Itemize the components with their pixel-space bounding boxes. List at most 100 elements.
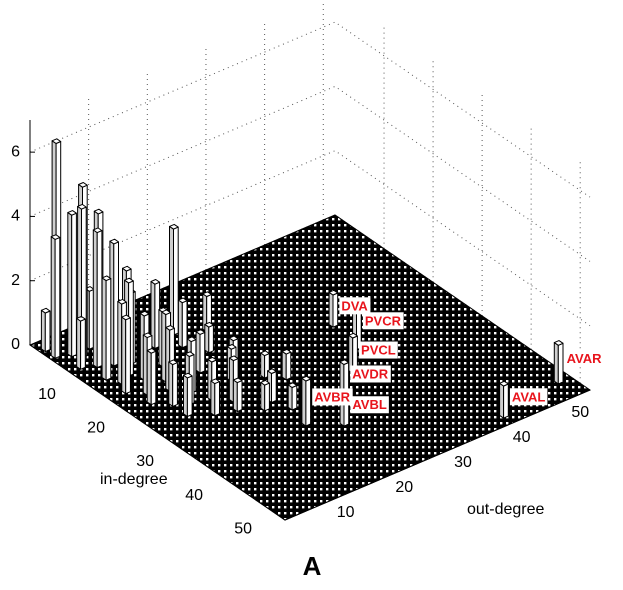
bar-face: [172, 362, 178, 407]
bar-face: [226, 344, 237, 350]
y-tick-label: 20: [395, 479, 413, 496]
bar-face: [195, 331, 201, 374]
bar-label: DVA: [341, 298, 368, 313]
bar-face: [161, 311, 167, 383]
grid-line: [29, 150, 591, 327]
bar-face: [92, 227, 103, 234]
panel-label: A: [303, 551, 322, 581]
bar-face: [125, 317, 131, 395]
bar: [177, 297, 188, 349]
bar-label: PVCR: [365, 313, 402, 328]
bar-face: [161, 309, 171, 316]
bar-face: [44, 310, 51, 353]
bar-face: [271, 371, 277, 403]
label-box: [350, 396, 389, 414]
label-box: [350, 365, 391, 383]
bar: [101, 275, 112, 381]
bar-face: [214, 381, 220, 417]
bar-face: [78, 182, 88, 188]
bar-face: [40, 309, 46, 353]
x-axis-label: in-degree: [100, 471, 168, 488]
grid-line: [29, 21, 591, 198]
bar-face: [264, 382, 270, 412]
bar-face: [232, 377, 243, 384]
bar-face: [80, 318, 86, 370]
bar-label: AVBR: [314, 389, 350, 404]
bar: [281, 348, 292, 381]
bar-face: [202, 291, 212, 297]
y-tick-label: 30: [454, 454, 472, 471]
bar-face: [503, 383, 509, 419]
bar-face: [207, 356, 217, 363]
label-box: [509, 388, 548, 406]
bar-face: [109, 238, 119, 245]
bar-face: [348, 332, 358, 339]
bar-face: [181, 300, 188, 349]
bar-face: [51, 138, 62, 144]
bar: [260, 379, 270, 412]
bar-face: [142, 334, 148, 396]
z-tick-label: 0: [11, 336, 20, 353]
bar-face: [117, 298, 127, 305]
bar-face: [332, 292, 339, 328]
bar: [150, 279, 161, 349]
y-tick-label: 50: [571, 404, 589, 421]
label-box: [362, 312, 404, 330]
bar-face: [92, 229, 98, 369]
axis-edge: [29, 344, 591, 521]
bar-face: [173, 226, 179, 336]
bar-face: [208, 324, 214, 354]
bar-face: [260, 352, 266, 379]
bar-face: [210, 380, 216, 417]
bar-label: AVBL: [352, 397, 386, 412]
bar-face: [177, 297, 188, 304]
bar-face: [168, 359, 178, 366]
bar-face: [228, 355, 239, 362]
bar-face: [186, 336, 197, 343]
bar-face: [67, 210, 77, 216]
bar: [499, 380, 509, 419]
bar-face: [71, 212, 77, 358]
bar-face: [260, 381, 266, 412]
bar-face: [105, 278, 112, 381]
bar-face: [169, 223, 179, 230]
bar-face: [165, 325, 175, 331]
bar-face: [146, 348, 157, 354]
bar-face: [101, 275, 112, 282]
bar: [339, 359, 350, 394]
grid-line: [29, 85, 591, 262]
bar-face: [204, 321, 214, 328]
bar-face: [281, 350, 287, 381]
bar: [50, 234, 61, 359]
bar-face: [139, 310, 150, 317]
bar-face: [186, 375, 193, 417]
bar-face: [301, 375, 312, 382]
bar: [328, 289, 339, 328]
y-tick-label: 40: [513, 429, 531, 446]
bar-face: [150, 350, 157, 406]
bar-face: [117, 300, 123, 385]
bar-face: [101, 277, 107, 381]
x-tick-label: 10: [38, 386, 56, 403]
bar-face: [76, 317, 82, 370]
bar: [287, 382, 298, 411]
bar-face: [553, 342, 559, 385]
bar-face: [150, 279, 161, 285]
bar-face: [228, 357, 234, 403]
bar-face: [183, 374, 188, 417]
bar-face: [557, 342, 564, 385]
bar-face: [168, 361, 174, 407]
bar-face: [291, 385, 298, 411]
bar-face: [328, 291, 334, 328]
bar-face: [260, 350, 270, 357]
bar: [67, 210, 77, 358]
bar-face: [183, 372, 193, 379]
x-tick-label: 50: [234, 520, 252, 537]
bar-label: PVCL: [361, 343, 396, 358]
y-tick-label: 10: [337, 504, 355, 521]
bar-face: [77, 203, 87, 210]
bar-face: [260, 379, 270, 386]
bar-face: [124, 277, 134, 284]
bar: [146, 348, 157, 406]
bar-face: [96, 230, 103, 369]
